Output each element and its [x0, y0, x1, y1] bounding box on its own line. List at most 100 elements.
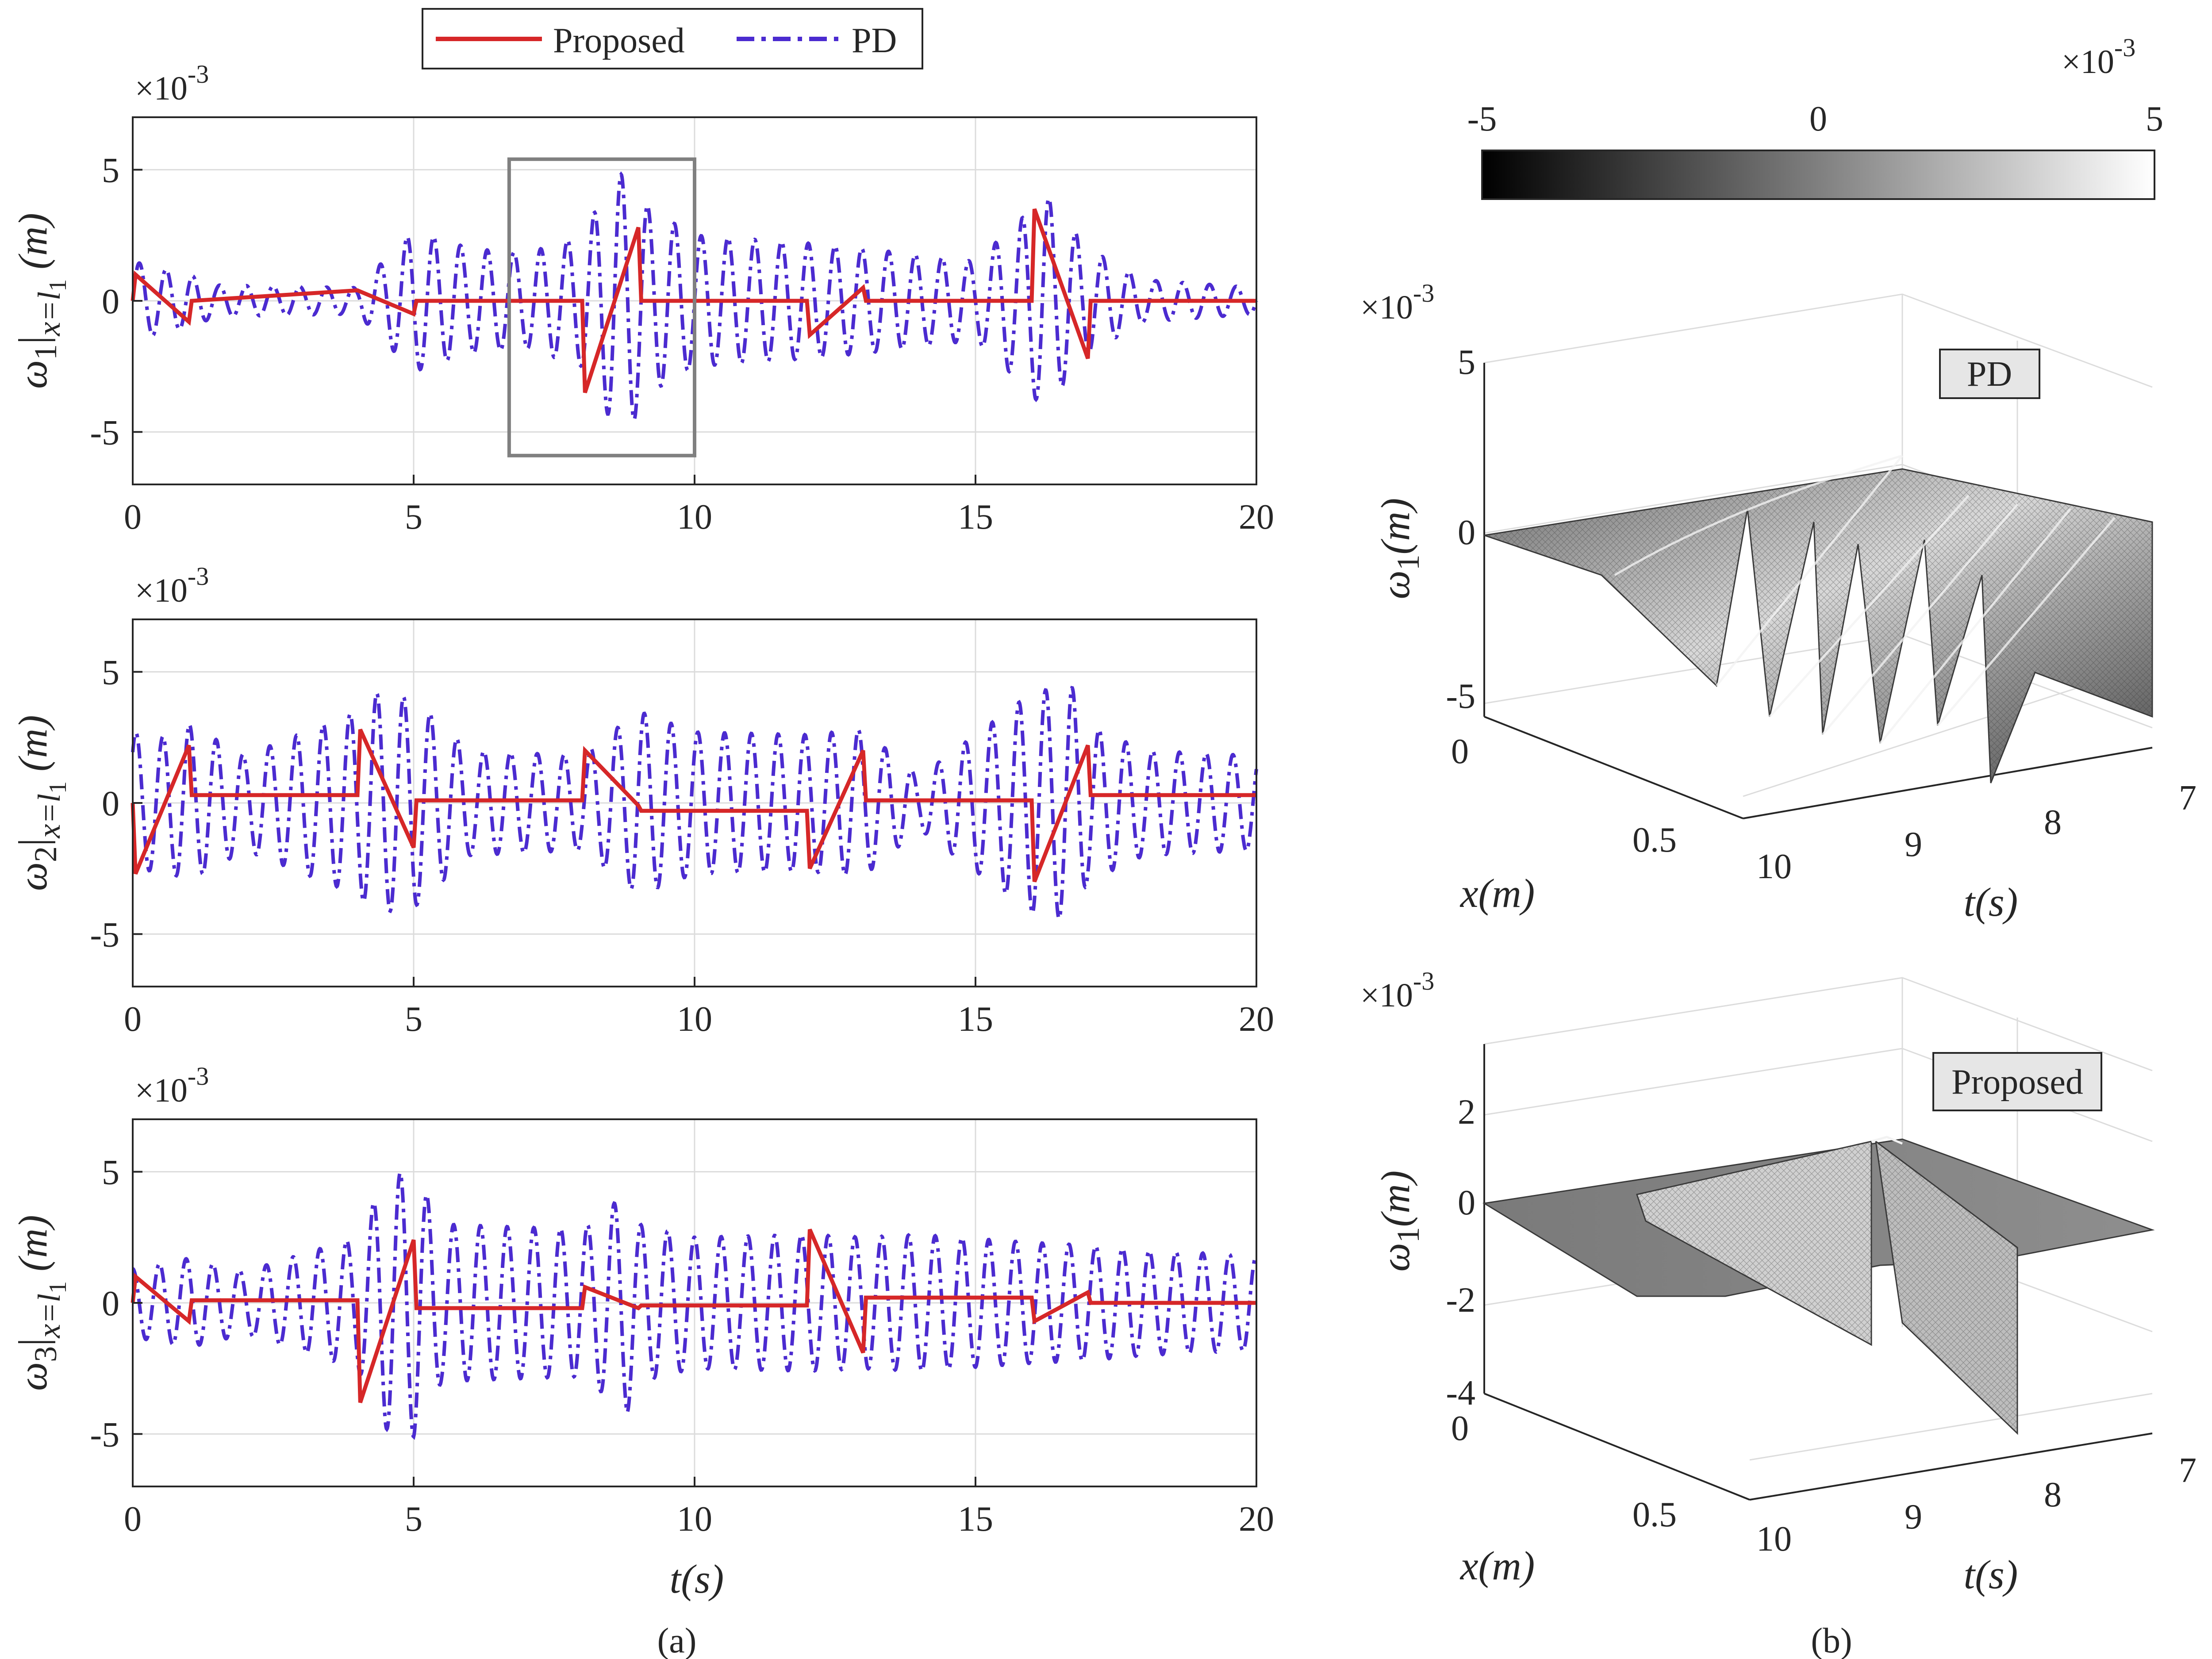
svg-text:ω1(m): ω1(m)	[1373, 498, 1426, 599]
y-tick-label: 0	[102, 784, 119, 823]
prop-t-axis	[1749, 1432, 2153, 1501]
svg-text:ω1(m): ω1(m)	[1373, 1171, 1426, 1272]
prop-exponent: ×10-3	[1360, 967, 1434, 1014]
prop-tag-box	[1932, 1052, 2102, 1111]
ylabel-1-sub-index: 1	[44, 279, 72, 292]
ylabel-3-unit: (m)	[10, 1215, 55, 1271]
pd-tag-label: PD	[1967, 355, 2012, 394]
pd-t-axis	[1743, 747, 2153, 819]
colorbar-exponent: ×10-3	[2062, 33, 2135, 81]
pd-surface-crests	[1614, 454, 2116, 744]
ylabel-2-unit: (m)	[10, 715, 55, 772]
plot-2-exponent: ×10-3	[135, 562, 209, 609]
y-tick-label: 0	[102, 1284, 119, 1323]
x-tick-label: 0	[124, 498, 142, 537]
ylabel-3-sub: x=l	[31, 1294, 67, 1339]
panel-a-ylabel-3: ω3|x=l1(m)	[10, 1215, 72, 1391]
proposed-series-line	[131, 729, 1256, 883]
pd-x-tick-0: 0	[1451, 732, 1469, 771]
pd-series-line	[131, 1170, 1258, 1440]
pd-t-tick-8: 8	[2044, 803, 2062, 842]
prop-grid-line	[1484, 1048, 1903, 1116]
panel-b-caption: (b)	[1811, 1621, 1852, 1659]
proposed-series-line	[131, 1229, 1256, 1403]
prop-tag-label: Proposed	[1951, 1063, 2083, 1102]
pd-z-tick-5: 5	[1458, 343, 1475, 382]
pd-tlabel: t(s)	[1964, 879, 2018, 925]
surface-proposed: 2 0 -2 -4 0 0.5 10 9 8 7 ×10-3 ω1(m) x(m…	[1360, 967, 2197, 1597]
pd-t-tick-7: 7	[2179, 779, 2197, 818]
proposed-series-line	[131, 208, 1256, 393]
prop-t-tick-10: 10	[1756, 1520, 1792, 1559]
x-tick-label: 15	[958, 1500, 993, 1539]
ylabel-1-index: 1	[28, 344, 63, 360]
panel-a-xlabel: t(s)	[670, 1556, 724, 1601]
ylabel-2-index: 2	[28, 846, 63, 862]
y-tick-label: -5	[90, 915, 119, 954]
colorbar-tick-zero: 0	[1809, 100, 1827, 138]
prop-x-tick-05: 0.5	[1632, 1495, 1677, 1534]
x-tick-label: 5	[405, 498, 422, 537]
line-plot-2: 0 5 10 15 20 5 0 -5	[90, 618, 1274, 1039]
prop-x-axis	[1484, 1393, 1750, 1501]
x-tick-label: 5	[405, 1500, 422, 1539]
y-tick-label: 5	[102, 653, 119, 692]
x-tick-label: 20	[1239, 1500, 1274, 1539]
y-tick-label: 5	[102, 151, 119, 190]
prop-z-tick-neg4: -4	[1446, 1374, 1475, 1413]
panel-a-caption: (a)	[657, 1621, 697, 1659]
pd-box-back	[1484, 293, 2153, 388]
prop-t-tick-8: 8	[2044, 1475, 2062, 1514]
prop-t-tick-9: 9	[1905, 1498, 1922, 1536]
pd-tag-box	[1939, 349, 2040, 399]
colorbar: -5 0 5 ×10-3	[1467, 33, 2163, 200]
pd-zlabel: ω1(m)	[1373, 498, 1426, 599]
x-tick-label: 0	[124, 1500, 142, 1539]
pd-series-line	[131, 686, 1258, 921]
prop-drop-fin-left-mesh	[1637, 1141, 1871, 1345]
x-tick-label: 10	[677, 1500, 712, 1539]
y-tick-label: 0	[102, 282, 119, 321]
pd-z-tick-neg5: -5	[1446, 677, 1475, 716]
prop-z-tick-0: 0	[1458, 1183, 1475, 1222]
ylabel-2-omega: ω	[10, 862, 55, 891]
pd-x-axis	[1484, 716, 1743, 819]
prop-zlabel: ω1(m)	[1373, 1171, 1426, 1272]
panel-a-ylabel-2: ω2|x=l1(m)	[10, 715, 72, 891]
surface-pd: 5 0 -5 0 0.5 10 9 8 7 ×10-3 ω1(m) x(m) t…	[1360, 279, 2197, 925]
svg-text:ω3|x=l1(m): ω3|x=l1(m)	[10, 1215, 72, 1391]
prop-tlabel: t(s)	[1964, 1552, 2018, 1597]
pd-exponent: ×10-3	[1360, 279, 1434, 326]
panel-a-ylabel-1: ω1|x=l1(m)	[10, 213, 72, 389]
prop-grid-line	[1749, 1393, 2153, 1461]
y-tick-label: -5	[90, 1415, 119, 1454]
y-tick-label: -5	[90, 413, 119, 452]
x-tick-label: 20	[1239, 498, 1274, 537]
prop-xlabel: x(m)	[1459, 1543, 1535, 1588]
prop-z-tick-neg2: -2	[1446, 1281, 1475, 1320]
x-tick-label: 10	[677, 498, 712, 537]
colorbar-tick-neg: -5	[1467, 100, 1497, 138]
prop-z-tick-2: 2	[1458, 1093, 1475, 1132]
legend-pd-label: PD	[852, 21, 897, 60]
ylabel-1-unit: (m)	[10, 213, 55, 269]
colorbar-gradient	[1481, 150, 2155, 200]
ylabel-1-omega: ω	[10, 360, 55, 389]
pd-z-tick-0: 0	[1458, 513, 1475, 552]
x-tick-label: 15	[958, 1000, 993, 1039]
x-tick-label: 5	[405, 1000, 422, 1039]
x-tick-label: 15	[958, 498, 993, 537]
prop-x-tick-0: 0	[1451, 1409, 1469, 1448]
line-plot-1: 0 5 10 15 20 5 0 -5	[90, 116, 1274, 537]
plot-3-exponent: ×10-3	[135, 1062, 209, 1109]
pd-t-tick-10: 10	[1756, 847, 1792, 886]
ylabel-3-index: 3	[28, 1346, 63, 1362]
panel-a-line-plots: 0 5 10 15 20 5 0 -5 0 5 10 15 20 5 0 -5 0 5 10 15 20 5 0 -5	[90, 116, 1274, 1539]
y-tick-label: 5	[102, 1153, 119, 1192]
colorbar-tick-pos: 5	[2146, 100, 2163, 138]
x-tick-label: 10	[677, 1000, 712, 1039]
legend: Proposed PD	[422, 8, 923, 69]
ylabel-3-sub-index: 1	[44, 1281, 72, 1294]
ylabel-1-sub: x=l	[31, 292, 67, 337]
